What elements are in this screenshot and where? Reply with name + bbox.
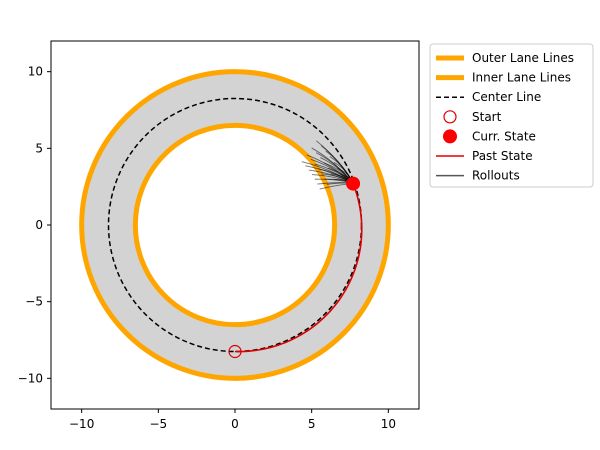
legend-item: Rollouts <box>436 169 520 183</box>
current-state-marker <box>346 176 361 191</box>
y-axis: −10 −5 0 5 10 <box>18 65 51 385</box>
x-tick-label: 10 <box>381 417 396 431</box>
x-axis: −10 −5 0 5 10 <box>69 409 396 431</box>
x-tick-label: 0 <box>231 417 239 431</box>
start-marker <box>228 344 242 359</box>
x-tick-label: 5 <box>308 417 316 431</box>
legend-item: Inner Lane Lines <box>436 71 571 85</box>
legend-item: Past State <box>436 149 533 163</box>
legend-label: Rollouts <box>472 169 520 183</box>
inner-lane-line <box>132 122 338 328</box>
legend-label: Inner Lane Lines <box>472 71 571 85</box>
legend-item: Curr. State <box>443 129 536 144</box>
legend-item: Outer Lane Lines <box>436 51 574 65</box>
legend-label: Past State <box>472 149 533 163</box>
legend-label: Center Line <box>472 90 541 104</box>
past-state-line <box>234 183 363 353</box>
y-tick-label: −5 <box>25 295 43 309</box>
x-tick-label: −5 <box>149 417 167 431</box>
legend-label: Curr. State <box>472 129 536 143</box>
y-tick-label: 5 <box>35 141 43 155</box>
legend-item: Center Line <box>436 90 541 104</box>
legend-box <box>429 43 594 188</box>
legend-item: Start <box>443 110 502 124</box>
legend-label: Outer Lane Lines <box>472 51 574 65</box>
legend-handle <box>443 110 457 124</box>
legend-label: Start <box>472 110 502 124</box>
y-tick-label: −10 <box>18 371 43 385</box>
legend-handle <box>443 129 457 144</box>
plot-area <box>79 69 391 381</box>
outer-lane-line <box>79 69 391 381</box>
legend: Outer Lane Lines Inner Lane Lines Center L… <box>429 43 594 188</box>
x-tick-label: −10 <box>69 417 94 431</box>
y-tick-label: 0 <box>35 218 43 232</box>
y-tick-label: 10 <box>28 65 43 79</box>
